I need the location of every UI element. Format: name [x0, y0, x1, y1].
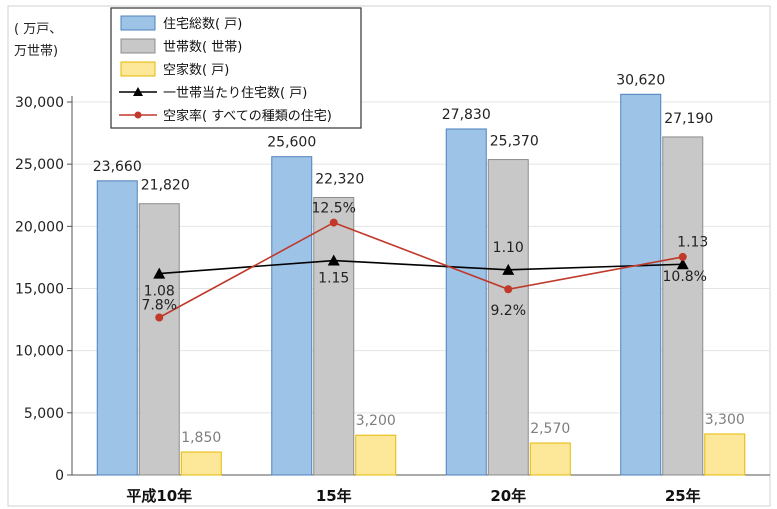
ratio-value-label: 1.15 — [318, 271, 349, 287]
bar — [621, 94, 661, 475]
y-tick-label: 20,000 — [15, 219, 64, 235]
ratio-value-label: 1.10 — [493, 240, 524, 256]
x-category-label: 20年 — [490, 487, 526, 505]
bar — [314, 197, 354, 475]
vacancy-rate-point — [504, 285, 512, 293]
bar-value-label: 2,570 — [530, 421, 570, 437]
legend-swatch — [121, 62, 155, 76]
bar-value-label: 25,600 — [267, 135, 316, 151]
vacancy-rate-point — [155, 314, 163, 322]
ratio-value-label: 1.13 — [677, 234, 708, 250]
x-category-label: 15年 — [316, 487, 352, 505]
bar-value-label: 25,370 — [490, 134, 539, 150]
vacancy-rate-line — [159, 223, 683, 318]
legend-label: 空家数( 戸) — [163, 62, 229, 78]
vacancy-rate-label: 10.8% — [663, 269, 707, 285]
bar — [97, 181, 137, 475]
legend-label: 空家率( すべての種類の住宅) — [163, 108, 332, 124]
y-tick-label: 15,000 — [15, 282, 64, 298]
y-tick-label: 30,000 — [15, 95, 64, 111]
bar-value-label: 27,190 — [664, 111, 713, 127]
y-tick-label: 5,000 — [24, 406, 64, 422]
legend-label: 住宅総数( 戸) — [163, 17, 242, 32]
vacancy-rate-point — [679, 253, 687, 261]
bar — [272, 157, 312, 475]
x-category-label: 平成10年 — [126, 487, 192, 505]
legend-label: 一世帯当たり住宅数( 戸) — [163, 86, 307, 101]
bar-value-label: 23,660 — [93, 159, 142, 175]
bar-value-label: 1,850 — [181, 430, 221, 446]
x-category-label: 25年 — [665, 487, 701, 505]
vacancy-rate-point — [330, 219, 338, 227]
bar-value-label: 3,200 — [356, 413, 396, 429]
bar-value-label: 21,820 — [141, 178, 190, 194]
bar — [530, 443, 570, 475]
bar-value-label: 3,300 — [705, 412, 745, 428]
bar — [181, 452, 221, 475]
legend-label: 世帯数( 世帯) — [163, 40, 242, 55]
legend-swatch — [121, 16, 155, 30]
bar-value-label: 27,830 — [442, 107, 491, 123]
bar-value-label: 30,620 — [616, 72, 665, 88]
bar — [663, 137, 703, 475]
y-tick-label: 10,000 — [15, 344, 64, 360]
bar — [705, 434, 745, 475]
bar — [356, 435, 396, 475]
vacancy-rate-label: 9.2% — [490, 303, 526, 319]
bar — [446, 129, 486, 475]
y-tick-label: 0 — [55, 468, 64, 484]
vacancy-rate-label: 7.8% — [141, 298, 177, 314]
y-tick-label: 25,000 — [15, 157, 64, 173]
vacancy-rate-label: 12.5% — [312, 201, 356, 217]
legend-swatch — [121, 39, 155, 53]
bar-value-label: 22,320 — [315, 171, 364, 187]
legend-marker — [135, 112, 142, 119]
bar — [139, 204, 179, 475]
